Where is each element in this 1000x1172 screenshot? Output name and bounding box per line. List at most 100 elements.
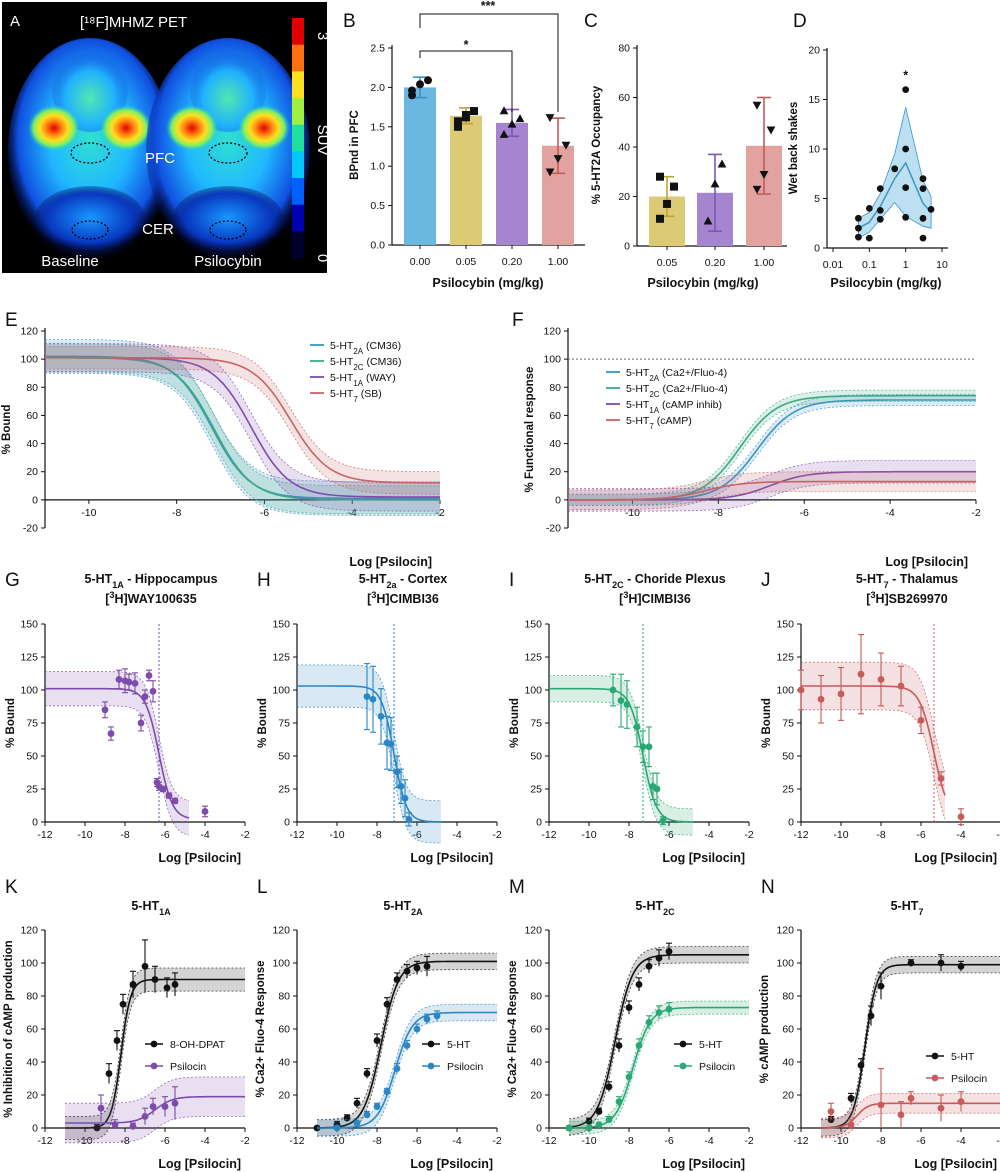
title-name: 5-HT xyxy=(383,899,411,913)
panel-m-x-tick-label: -10 xyxy=(581,1135,596,1147)
panel-m-x-tick-label: -6 xyxy=(664,1135,673,1147)
fit-l-0-ci-lower xyxy=(317,969,497,1137)
legend-subscript: 2C xyxy=(353,363,363,372)
title-name: 5-HT xyxy=(584,572,612,586)
data-point xyxy=(129,981,137,988)
data-point xyxy=(553,155,563,164)
panel-l-x-tick-label: -2 xyxy=(492,1135,501,1147)
panel-i-y-tick-label: 125 xyxy=(524,652,542,664)
title-subscript: 2C xyxy=(663,907,675,917)
fit-n-0-ci-lower xyxy=(820,972,1000,1137)
data-point xyxy=(656,214,664,223)
series-7-ci-lower xyxy=(568,491,976,511)
panel-m-title: 5-HT2C xyxy=(635,899,675,917)
title-subscript: 7 xyxy=(884,580,889,590)
data-point xyxy=(937,775,945,782)
panel-e-y-tick-label: -20 xyxy=(23,523,38,535)
panel-h: 5-HT2a - Cortex[3H]CIMBI3602550751001251… xyxy=(257,572,502,865)
data-point xyxy=(105,1070,113,1077)
colorbar-max: 3 xyxy=(314,32,331,40)
panel-g-x-tick-label: -8 xyxy=(120,829,129,841)
colorbar-segment xyxy=(292,71,304,99)
panel-l-y-tick-label: 80 xyxy=(278,991,290,1003)
series-7-ci-upper xyxy=(568,471,976,491)
panel-g-y-tick-label: 125 xyxy=(20,652,38,664)
subtitle-rest: H]WAY100635 xyxy=(114,592,196,606)
data-point xyxy=(119,1000,127,1008)
legend-suffix: (WAY) xyxy=(363,372,396,384)
fit-n-1-ci-lower xyxy=(820,1112,1000,1139)
data-point xyxy=(159,785,167,793)
legend-entry: 5-HT xyxy=(447,1039,471,1051)
data-point xyxy=(383,1000,391,1008)
series-2C-ci-lower xyxy=(45,371,440,515)
panel-b-x-tick-label: 0.20 xyxy=(502,256,523,268)
panel-b-x-tick-label: 0.05 xyxy=(456,256,477,268)
panel-c-ylabel: % 5-HT2A Occupancy xyxy=(591,85,603,204)
panel-h-y-tick-label: 50 xyxy=(278,751,290,763)
panel-e-y-tick-label: 60 xyxy=(26,410,38,422)
data-point xyxy=(625,1073,633,1081)
panel-e-y-tick-label: 120 xyxy=(20,326,38,338)
panel-n-x-tick-label: -8 xyxy=(876,1135,885,1147)
panel-f-y-tick-label: -20 xyxy=(546,523,561,535)
panel-e-x-tick-label: -4 xyxy=(348,507,357,519)
panel-c-y-tick-label: 40 xyxy=(618,142,630,154)
panel-d-y-tick-label: 0 xyxy=(814,243,820,255)
panel-b-x-tick-label: 1.00 xyxy=(548,256,569,268)
panel-i-subtitle: [3H]CIMBI36 xyxy=(619,590,691,606)
panel-i-title: 5-HT2C - Choride Plexus xyxy=(584,572,725,590)
data-point xyxy=(97,1104,105,1112)
panel-g-y-tick-label: 150 xyxy=(20,619,38,631)
data-point xyxy=(401,794,409,802)
data-point xyxy=(403,967,411,975)
panel-k-x-tick-label: -10 xyxy=(77,1135,92,1147)
data-point xyxy=(161,1103,169,1110)
legend-subscript: 1A xyxy=(353,379,363,388)
panel-n-y-tick-label: 60 xyxy=(782,1024,794,1036)
data-point xyxy=(470,107,478,116)
data-point xyxy=(877,982,885,990)
panel-f-x-tick-label: -6 xyxy=(800,507,809,519)
panel-m-y-tick-label: 120 xyxy=(524,925,542,937)
legend-entry: Psilocin xyxy=(699,1061,735,1073)
subtitle-bracket: [ xyxy=(105,592,110,606)
panel-b: 0.0 0.5 1.0 1.5 2.0 2.5 0.00 0.05 0.20 1.00 Psiloc… xyxy=(349,0,585,290)
data-point xyxy=(423,962,431,970)
data-point xyxy=(937,1104,945,1112)
data-point xyxy=(353,1099,361,1107)
panel-n-y-tick-label: 0 xyxy=(788,1123,794,1135)
title-rest: - Hippocampus xyxy=(124,572,218,586)
panel-f-ylabel: % Functional response xyxy=(524,367,536,493)
legend-entry-7: 5-HT7 (cAMP) xyxy=(626,415,692,431)
colorbar-label: SUV xyxy=(314,125,331,156)
series-7-ci-band xyxy=(568,471,976,510)
fit-l-1-ci-upper xyxy=(317,1003,497,1121)
legend-subscript: 2C xyxy=(649,390,659,399)
fit-k-1-fit-line xyxy=(65,1095,245,1124)
panel-c-y-tick-label: 0 xyxy=(624,241,630,253)
panel-d-x-tick-label: 0.1 xyxy=(862,259,877,271)
legend-name: 5-HT xyxy=(330,356,354,368)
legend-suffix: (cAMP inhib) xyxy=(659,399,722,411)
panel-c-x-tick-label: 1.00 xyxy=(754,257,775,269)
cer-label: CER xyxy=(142,221,174,238)
legend-entry-2C: 5-HT2C (Ca2+/Fluo-4) xyxy=(626,383,728,399)
panel-j-y-tick-label: 75 xyxy=(782,718,794,730)
data-point xyxy=(403,1042,411,1049)
data-point xyxy=(847,1094,855,1102)
panel-l-y-tick-label: 20 xyxy=(278,1090,290,1102)
legend-entry: Psilocin xyxy=(447,1061,483,1073)
panel-g-x-tick-label: -12 xyxy=(37,829,52,841)
data-point xyxy=(115,676,123,683)
panel-b-y-tick-label: 2.5 xyxy=(370,43,385,55)
data-point xyxy=(413,1025,421,1033)
fit-j-ci-band xyxy=(801,662,945,820)
wbs-point xyxy=(876,215,884,223)
data-point xyxy=(137,719,145,727)
data-point xyxy=(373,1037,381,1044)
panel-j-y-tick-label: 125 xyxy=(776,652,794,664)
panel-l-x-tick-label: -6 xyxy=(412,1135,421,1147)
legend-marker xyxy=(427,1062,435,1070)
